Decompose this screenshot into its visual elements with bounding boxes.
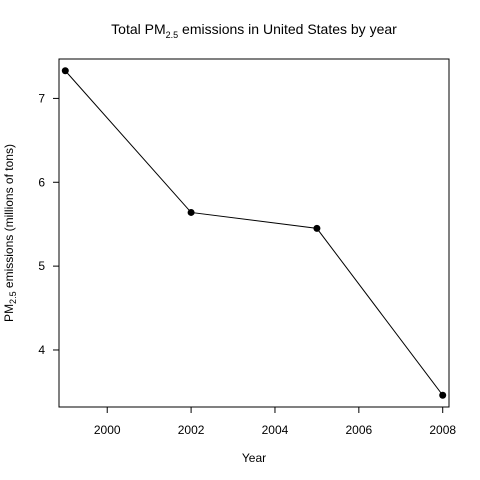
series-line (64, 70, 444, 396)
x-axis: 2000 2002 2004 2006 2008 (94, 407, 456, 437)
x-tick-label: 2002 (178, 423, 205, 437)
y-tick-label: 6 (38, 175, 45, 189)
data-point (187, 208, 195, 216)
y-axis: 4 5 6 7 (38, 91, 59, 357)
data-point (61, 67, 69, 75)
x-tick-label: 2000 (94, 423, 121, 437)
y-tick-label: 4 (38, 343, 45, 357)
series-group (61, 67, 447, 399)
x-axis-title: Year (242, 451, 266, 465)
data-point (439, 391, 447, 399)
x-tick-label: 2006 (345, 423, 372, 437)
y-tick-label: 5 (38, 259, 45, 273)
x-tick-label: 2008 (429, 423, 456, 437)
y-axis-title: PM2.5 emissions (millions of tons) (2, 144, 18, 322)
data-point (313, 224, 321, 232)
x-tick-label: 2004 (262, 423, 289, 437)
chart-title: Total PM2.5 emissions in United States b… (111, 21, 397, 40)
plot-frame (58, 58, 450, 408)
y-tick-label: 7 (38, 91, 45, 105)
